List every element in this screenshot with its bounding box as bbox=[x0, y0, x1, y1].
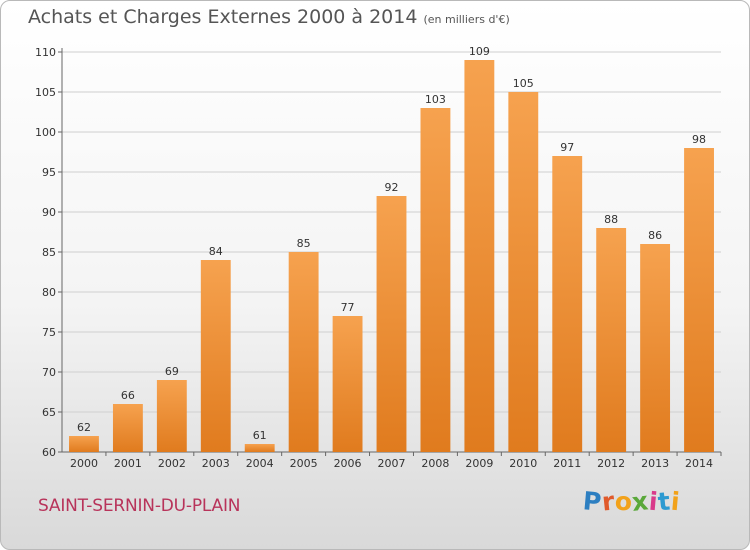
y-tick-label: 100 bbox=[35, 126, 56, 139]
y-tick-label: 60 bbox=[42, 446, 56, 459]
bar bbox=[464, 60, 495, 452]
data-label: 77 bbox=[341, 301, 355, 314]
bar bbox=[420, 108, 451, 452]
data-label: 97 bbox=[560, 141, 574, 154]
x-tick-label: 2000 bbox=[70, 457, 98, 470]
bar bbox=[112, 404, 143, 452]
data-label: 86 bbox=[648, 229, 662, 242]
data-label: 105 bbox=[513, 77, 534, 90]
bar bbox=[640, 244, 671, 452]
data-label: 85 bbox=[297, 237, 311, 250]
data-label: 66 bbox=[121, 389, 135, 402]
x-tick-label: 2008 bbox=[421, 457, 449, 470]
proxiti-logo: Proxiti bbox=[582, 486, 681, 517]
y-tick-label: 70 bbox=[42, 366, 56, 379]
data-label: 98 bbox=[692, 133, 706, 146]
x-tick-label: 2013 bbox=[641, 457, 669, 470]
x-tick-label: 2011 bbox=[553, 457, 581, 470]
y-tick-label: 90 bbox=[42, 206, 56, 219]
x-tick-label: 2004 bbox=[246, 457, 274, 470]
y-tick-label: 65 bbox=[42, 406, 56, 419]
bar bbox=[508, 92, 539, 452]
chart-subtitle: (en milliers d'€) bbox=[423, 13, 510, 26]
data-label: 62 bbox=[77, 421, 91, 434]
y-tick-label: 110 bbox=[35, 46, 56, 59]
x-tick-label: 2005 bbox=[290, 457, 318, 470]
bar bbox=[200, 260, 231, 452]
y-tick-label: 75 bbox=[42, 326, 56, 339]
chart-title-text: Achats et Charges Externes 2000 à 2014 bbox=[28, 6, 418, 28]
data-label: 109 bbox=[469, 45, 490, 58]
bar bbox=[156, 380, 187, 452]
y-tick-label: 105 bbox=[35, 86, 56, 99]
x-tick-label: 2010 bbox=[509, 457, 537, 470]
bar bbox=[288, 252, 319, 452]
place-name: SAINT-SERNIN-DU-PLAIN bbox=[38, 496, 241, 516]
data-label: 61 bbox=[253, 429, 267, 442]
x-tick-label: 2009 bbox=[465, 457, 493, 470]
bar bbox=[332, 316, 363, 452]
x-tick-label: 2002 bbox=[158, 457, 186, 470]
chart-title: Achats et Charges Externes 2000 à 2014 (e… bbox=[28, 6, 510, 28]
y-tick-label: 80 bbox=[42, 286, 56, 299]
x-tick-label: 2006 bbox=[334, 457, 362, 470]
data-label: 92 bbox=[385, 181, 399, 194]
data-label: 84 bbox=[209, 245, 223, 258]
data-label: 88 bbox=[604, 213, 618, 226]
data-label: 103 bbox=[425, 93, 446, 106]
bar bbox=[684, 148, 714, 452]
y-tick-label: 85 bbox=[42, 246, 56, 259]
data-label: 69 bbox=[165, 365, 179, 378]
x-tick-label: 2007 bbox=[378, 457, 406, 470]
bar bbox=[244, 444, 275, 452]
bar bbox=[596, 228, 627, 452]
x-tick-label: 2012 bbox=[597, 457, 625, 470]
logo-letter: i bbox=[669, 486, 681, 517]
y-tick-label: 95 bbox=[42, 166, 56, 179]
bar bbox=[69, 436, 99, 452]
x-tick-label: 2003 bbox=[202, 457, 230, 470]
bar bbox=[376, 196, 407, 452]
bar bbox=[552, 156, 583, 452]
x-tick-label: 2001 bbox=[114, 457, 142, 470]
x-tick-label: 2014 bbox=[685, 457, 713, 470]
